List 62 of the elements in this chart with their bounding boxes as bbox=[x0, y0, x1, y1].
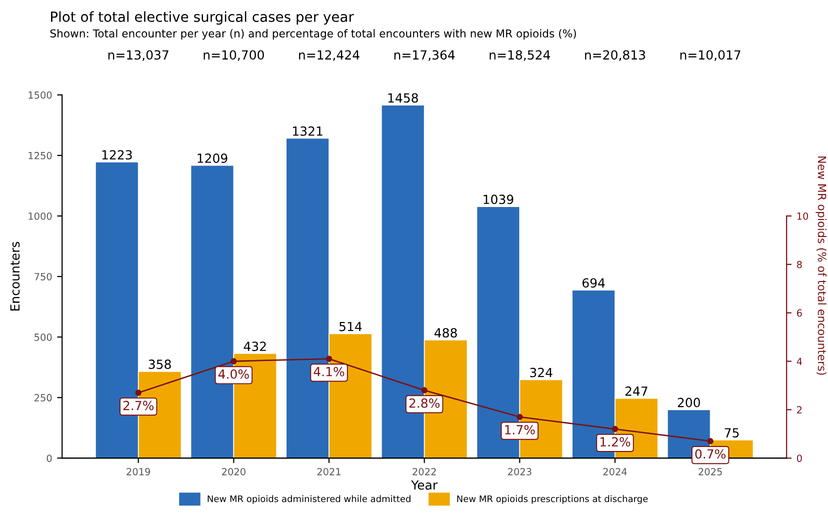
y-tick-label: 250 bbox=[34, 394, 52, 402]
data-label: 2.8% bbox=[409, 398, 440, 408]
y2-tick-label: 0 bbox=[796, 454, 802, 462]
y-axis-title: Encounters bbox=[10, 242, 20, 310]
text: n=10,700 bbox=[204, 50, 264, 61]
y2-tick-label: 8 bbox=[796, 260, 802, 268]
data-label: 4.0% bbox=[218, 369, 249, 379]
x-tick-label: 2019 bbox=[126, 468, 150, 476]
point bbox=[707, 438, 714, 444]
data-label: 75 bbox=[724, 428, 739, 438]
text: n=18,524 bbox=[490, 50, 550, 61]
point bbox=[135, 390, 142, 396]
x-tick-label: 2022 bbox=[412, 468, 436, 476]
y2-tick-label: 4 bbox=[796, 358, 802, 365]
legend-label: New MR opioids prescriptions at discharge bbox=[457, 495, 648, 504]
text: n=17,364 bbox=[394, 50, 455, 61]
point bbox=[612, 426, 618, 432]
x-tick-label: 2023 bbox=[508, 468, 532, 476]
y-tick-label: 1500 bbox=[28, 91, 52, 99]
point bbox=[421, 387, 428, 394]
point bbox=[516, 414, 523, 420]
y2-tick-label: 6 bbox=[797, 309, 802, 317]
data-label: 1321 bbox=[293, 126, 322, 136]
text: n=10,017 bbox=[680, 50, 740, 61]
x-tick-label: 2025 bbox=[698, 468, 722, 476]
x-axis-title: Year bbox=[411, 480, 438, 490]
x-tick-label: 2021 bbox=[317, 468, 340, 476]
y-tick-label: 750 bbox=[34, 272, 52, 280]
text: n=20,813 bbox=[585, 50, 646, 61]
y-tick-label: 1250 bbox=[28, 152, 52, 160]
chart-subtitle: Shown: Total encounter per year (n) and percentage of total encounters with new MR opioids (%) bbox=[50, 29, 576, 40]
point bbox=[230, 358, 237, 364]
data-label: 488 bbox=[434, 328, 457, 338]
point bbox=[326, 356, 332, 362]
x-tick-label: 2024 bbox=[603, 468, 627, 476]
data-label: 1209 bbox=[198, 153, 228, 163]
data-label: 4.1% bbox=[314, 366, 344, 376]
data-label: 514 bbox=[340, 322, 362, 332]
data-label: 1.7% bbox=[505, 425, 535, 434]
data-label: 1039 bbox=[484, 194, 514, 204]
legend-label: New MR opioids administered while admitted bbox=[208, 495, 410, 504]
chart-title: Plot of total elective surgical cases per year bbox=[51, 11, 354, 25]
data-label: 1223 bbox=[102, 150, 132, 160]
y-tick-label: 500 bbox=[34, 334, 52, 341]
data-label: 432 bbox=[244, 342, 266, 352]
data-label: 358 bbox=[148, 360, 171, 369]
data-label: 1.2% bbox=[600, 437, 630, 447]
data-label: 0.7% bbox=[695, 449, 726, 459]
x-tick-label: 2020 bbox=[222, 468, 246, 476]
data-label: 200 bbox=[678, 398, 700, 408]
y2-tick-label: 10 bbox=[797, 212, 808, 220]
text: n=13,037 bbox=[108, 50, 168, 61]
y2-tick-label: 2 bbox=[797, 406, 802, 414]
data-label: 694 bbox=[582, 278, 605, 288]
data-label: 1458 bbox=[388, 93, 418, 103]
data-label: 247 bbox=[625, 386, 648, 396]
y-tick-label: 1000 bbox=[28, 212, 52, 220]
data-label: 324 bbox=[530, 368, 552, 378]
text: n=12,424 bbox=[299, 50, 360, 61]
data-label: 2.7% bbox=[123, 400, 154, 410]
y2-axis-title: New MR opioids (% of total encounters) bbox=[816, 156, 826, 375]
y-tick-label: 0 bbox=[46, 454, 52, 462]
